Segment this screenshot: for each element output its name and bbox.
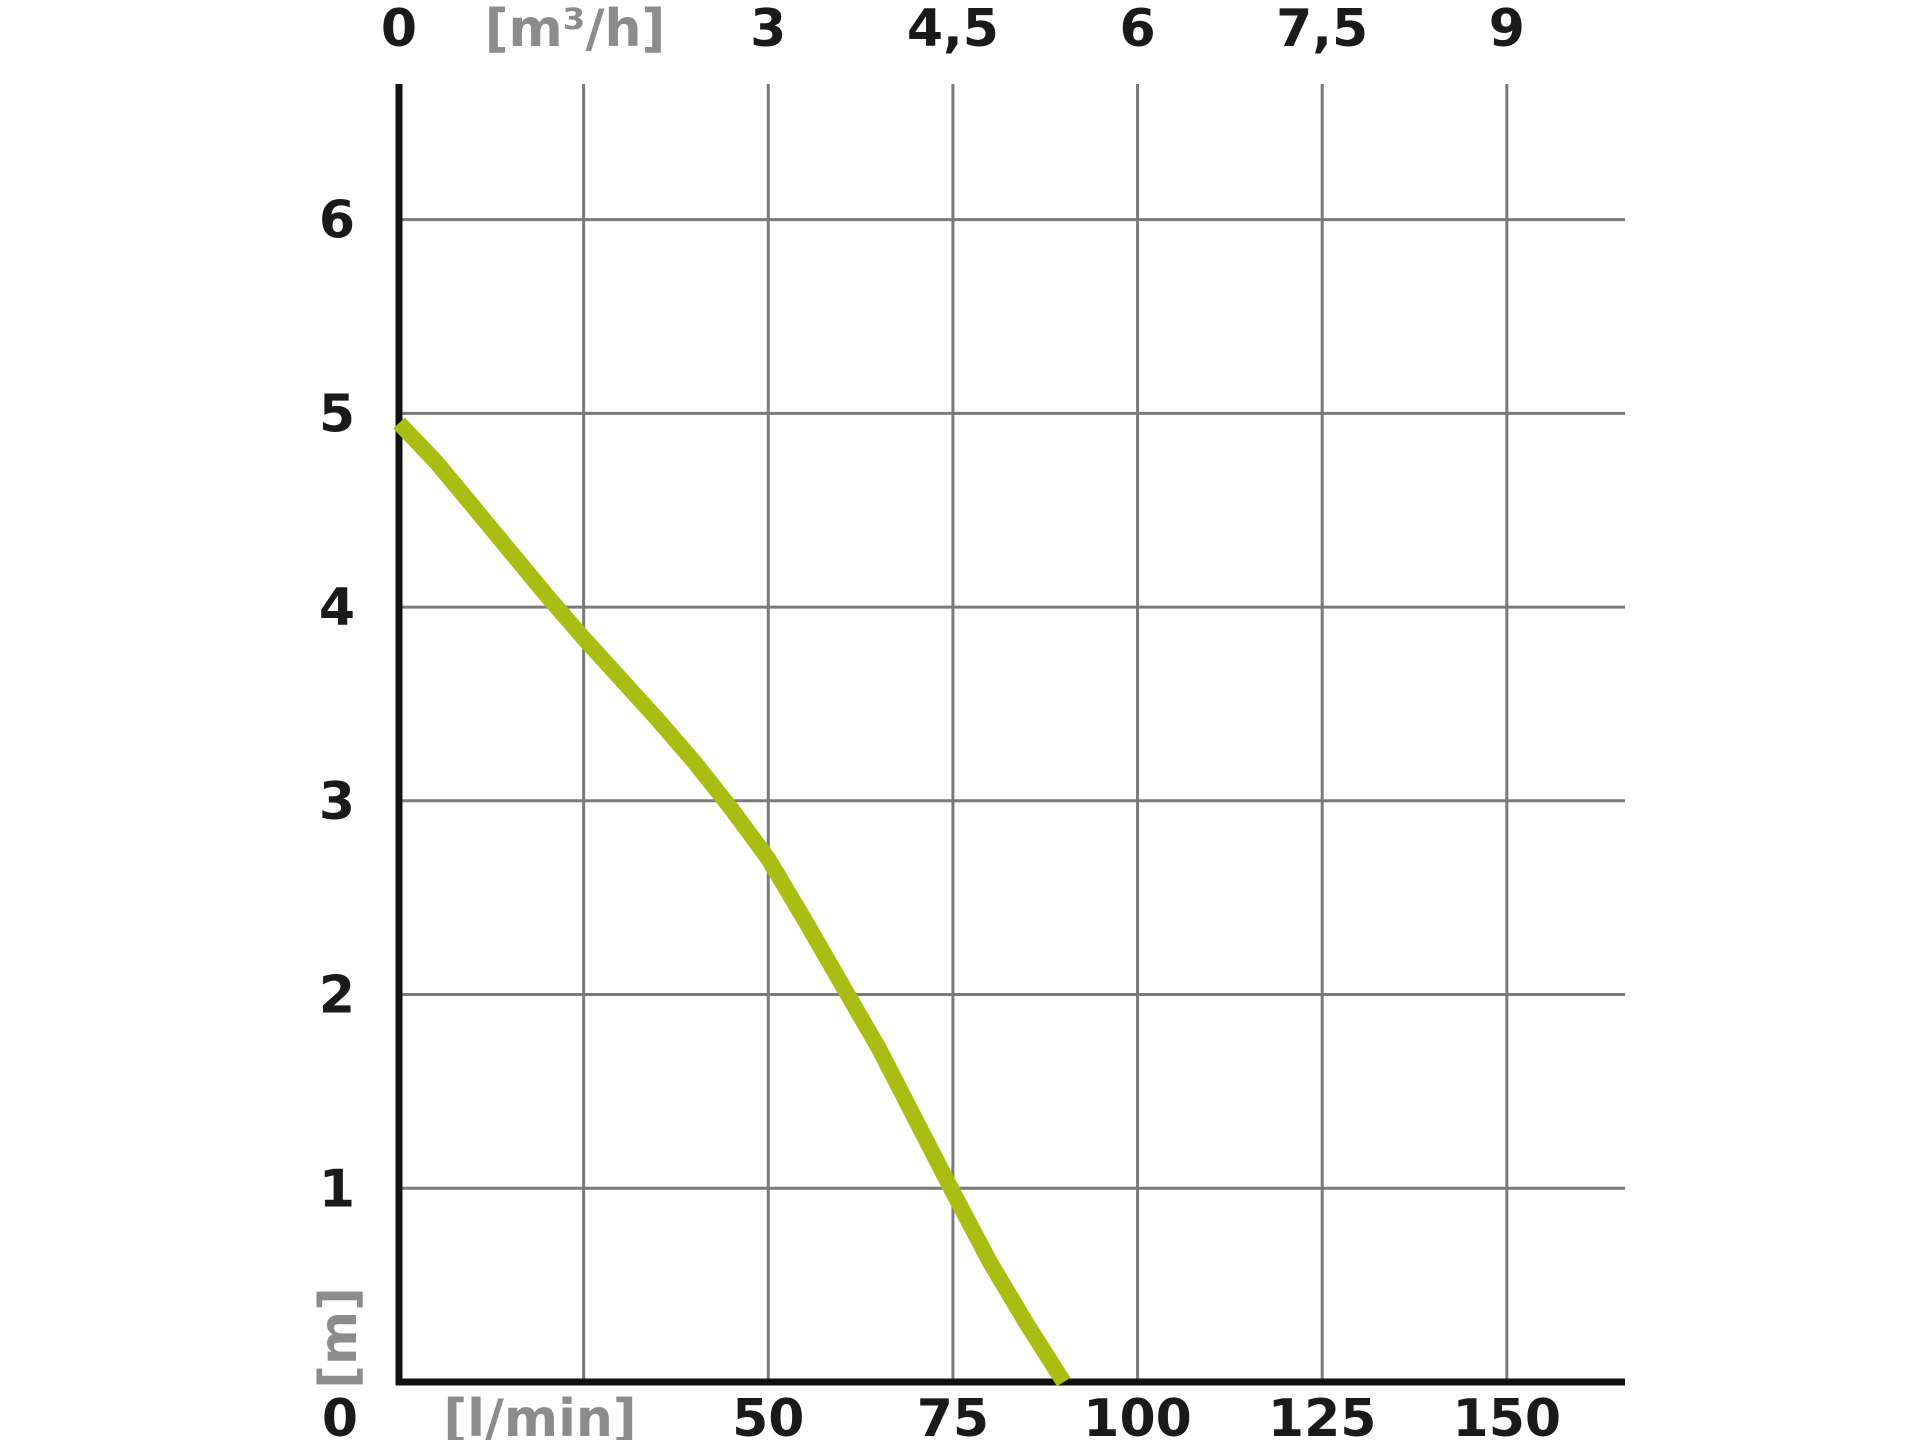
grid bbox=[399, 84, 1625, 1382]
x-top-unit-label: [m³/h] bbox=[485, 0, 666, 59]
y-tick-label: 6 bbox=[319, 191, 355, 251]
x-bottom-tick-label: 150 bbox=[1453, 1389, 1562, 1440]
performance-curve bbox=[393, 417, 1071, 1387]
y-tick-label: 5 bbox=[319, 384, 355, 444]
axes bbox=[395, 84, 1625, 1386]
y-tick-label: 2 bbox=[319, 966, 355, 1026]
labels: 0 50 75 100 125 150 [l/min] 0 3 4,5 6 7,5 9 [m³/h] 1 2 3… bbox=[309, 0, 1562, 1445]
x-top-tick-label: 9 bbox=[1489, 0, 1525, 59]
series-layer bbox=[393, 417, 1071, 1387]
x-top-tick-label: 6 bbox=[1119, 0, 1155, 59]
x-top-tick-label: 7,5 bbox=[1276, 0, 1368, 59]
y-unit-label: [m] bbox=[309, 1287, 369, 1389]
y-tick-label: 3 bbox=[319, 772, 355, 832]
x-bottom-tick-label: 125 bbox=[1268, 1389, 1377, 1440]
y-tick-label: 4 bbox=[319, 578, 355, 638]
x-top-tick-label: 0 bbox=[381, 0, 417, 59]
x-top-tick-label: 4,5 bbox=[907, 0, 999, 59]
x-top-tick-label: 3 bbox=[750, 0, 786, 59]
x-bottom-tick-label: 100 bbox=[1083, 1389, 1192, 1440]
x-bottom-tick-label: 75 bbox=[917, 1389, 989, 1440]
x-bottom-unit-label: [l/min] bbox=[443, 1389, 636, 1440]
x-bottom-tick-label: 50 bbox=[732, 1389, 804, 1440]
x-bottom-tick-label: 0 bbox=[322, 1389, 358, 1440]
y-tick-label: 1 bbox=[319, 1159, 355, 1219]
